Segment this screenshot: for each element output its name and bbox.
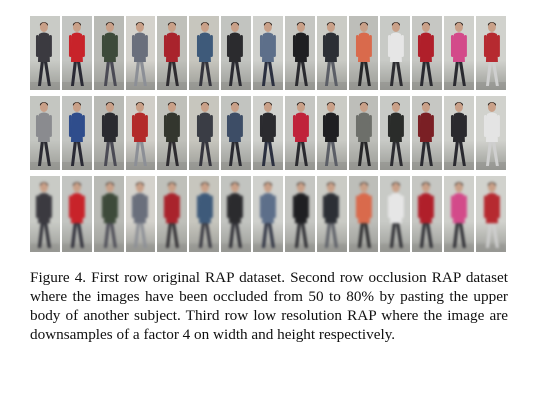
- pedestrian-figure: [284, 182, 315, 252]
- pedestrian-figure: [253, 102, 283, 170]
- pedestrian-figure: [444, 102, 475, 170]
- pedestrian-figure: [93, 22, 124, 90]
- pedestrian-figure: [189, 182, 220, 252]
- pedestrian-thumbnail: [189, 96, 220, 170]
- pedestrian-thumbnail: [125, 176, 156, 252]
- pedestrian-figure: [61, 102, 92, 170]
- row-original: [30, 16, 506, 90]
- pedestrian-thumbnail: [284, 96, 315, 170]
- pedestrian-figure: [412, 102, 443, 170]
- pedestrian-thumbnail: [30, 96, 60, 170]
- pedestrian-figure: [476, 102, 506, 170]
- pedestrian-thumbnail: [157, 176, 188, 252]
- pedestrian-thumbnail: [412, 96, 443, 170]
- pedestrian-thumbnail: [284, 16, 315, 90]
- pedestrian-thumbnail: [444, 176, 475, 252]
- pedestrian-thumbnail: [316, 96, 347, 170]
- pedestrian-thumbnail: [348, 96, 379, 170]
- pedestrian-figure: [380, 22, 411, 90]
- row-low-resolution: [30, 176, 506, 252]
- pedestrian-figure: [30, 102, 60, 170]
- pedestrian-thumbnail: [93, 96, 124, 170]
- pedestrian-thumbnail: [316, 16, 347, 90]
- pedestrian-thumbnail: [125, 16, 156, 90]
- figure-caption: Figure 4. First row original RAP dataset…: [30, 269, 508, 343]
- pedestrian-thumbnail: [61, 96, 92, 170]
- pedestrian-figure: [125, 102, 156, 170]
- pedestrian-thumbnail: [221, 16, 252, 90]
- pedestrian-thumbnail: [30, 16, 60, 90]
- pedestrian-thumbnail: [93, 176, 124, 252]
- pedestrian-figure: [444, 22, 475, 90]
- pedestrian-figure: [253, 182, 283, 252]
- pedestrian-figure: [412, 22, 443, 90]
- pedestrian-thumbnail: [476, 96, 506, 170]
- pedestrian-thumbnail: [380, 16, 411, 90]
- pedestrian-figure: [380, 182, 411, 252]
- pedestrian-figure: [189, 22, 220, 90]
- pedestrian-figure: [157, 22, 188, 90]
- pedestrian-thumbnail: [348, 16, 379, 90]
- pedestrian-figure: [30, 22, 60, 90]
- pedestrian-thumbnail: [412, 176, 443, 252]
- pedestrian-figure: [316, 182, 347, 252]
- pedestrian-figure: [93, 102, 124, 170]
- pedestrian-figure: [316, 102, 347, 170]
- pedestrian-figure: [476, 182, 506, 252]
- pedestrian-figure: [476, 22, 506, 90]
- pedestrian-thumbnail: [316, 176, 347, 252]
- pedestrian-thumbnail: [380, 176, 411, 252]
- pedestrian-thumbnail: [253, 176, 283, 252]
- pedestrian-figure: [61, 22, 92, 90]
- pedestrian-thumbnail: [189, 176, 220, 252]
- pedestrian-thumbnail: [221, 176, 252, 252]
- pedestrian-thumbnail: [125, 96, 156, 170]
- pedestrian-thumbnail: [444, 16, 475, 90]
- pedestrian-thumbnail: [61, 176, 92, 252]
- pedestrian-thumbnail: [253, 96, 283, 170]
- pedestrian-figure: [348, 182, 379, 252]
- pedestrian-thumbnail: [380, 96, 411, 170]
- pedestrian-figure: [125, 182, 156, 252]
- pedestrian-thumbnail: [189, 16, 220, 90]
- pedestrian-thumbnail: [444, 96, 475, 170]
- pedestrian-figure: [316, 22, 347, 90]
- pedestrian-thumbnail: [30, 176, 60, 252]
- pedestrian-figure: [189, 102, 220, 170]
- pedestrian-thumbnail: [61, 16, 92, 90]
- pedestrian-figure: [61, 182, 92, 252]
- pedestrian-figure: [157, 182, 188, 252]
- pedestrian-figure: [125, 22, 156, 90]
- pedestrian-figure: [380, 102, 411, 170]
- pedestrian-thumbnail: [157, 16, 188, 90]
- pedestrian-figure: [348, 102, 379, 170]
- pedestrian-thumbnail: [253, 16, 283, 90]
- pedestrian-figure: [93, 182, 124, 252]
- pedestrian-figure: [412, 182, 443, 252]
- pedestrian-figure: [284, 22, 315, 90]
- pedestrian-figure: [348, 22, 379, 90]
- pedestrian-thumbnail: [93, 16, 124, 90]
- pedestrian-thumbnail: [221, 96, 252, 170]
- pedestrian-thumbnail: [157, 96, 188, 170]
- pedestrian-thumbnail: [284, 176, 315, 252]
- pedestrian-thumbnail: [476, 176, 506, 252]
- pedestrian-figure: [444, 182, 475, 252]
- pedestrian-thumbnail: [412, 16, 443, 90]
- pedestrian-figure: [157, 102, 188, 170]
- pedestrian-figure: [284, 102, 315, 170]
- pedestrian-thumbnail: [348, 176, 379, 252]
- pedestrian-figure: [253, 22, 283, 90]
- figure-image-grid: [30, 16, 506, 252]
- pedestrian-figure: [221, 182, 252, 252]
- pedestrian-figure: [221, 102, 252, 170]
- pedestrian-thumbnail: [476, 16, 506, 90]
- pedestrian-figure: [30, 182, 60, 252]
- row-occlusion: [30, 96, 506, 170]
- pedestrian-figure: [221, 22, 252, 90]
